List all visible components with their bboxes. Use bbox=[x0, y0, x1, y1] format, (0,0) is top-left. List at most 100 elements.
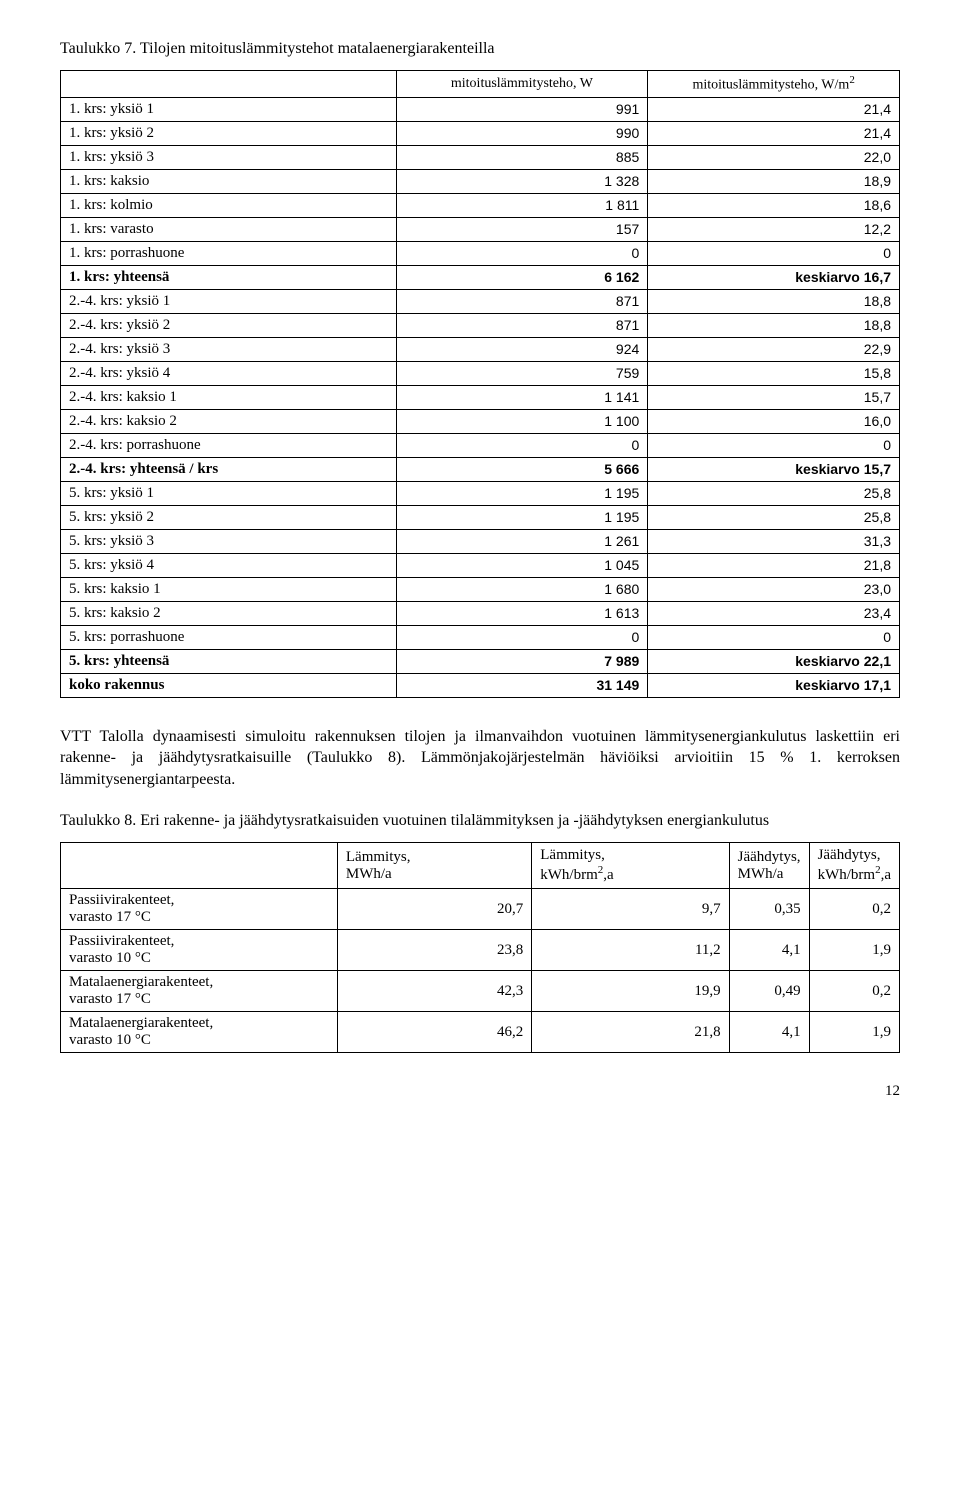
table7-header-col1: mitoituslämmitysteho, W bbox=[396, 71, 648, 98]
row-value-2: 25,8 bbox=[648, 481, 900, 505]
row-label: 5. krs: yksiö 1 bbox=[61, 481, 397, 505]
table8-header-c4: Jäähdytys,kWh/brm2,a bbox=[809, 843, 899, 889]
table-row: 5. krs: kaksio 21 61323,4 bbox=[61, 601, 900, 625]
row-label: 1. krs: kaksio bbox=[61, 169, 397, 193]
row-value-2: 25,8 bbox=[648, 505, 900, 529]
table-row: 5. krs: yksiö 41 04521,8 bbox=[61, 553, 900, 577]
table-row: 1. krs: yksiö 388522,0 bbox=[61, 145, 900, 169]
table-row: Passiivirakenteet,varasto 10 °C23,811,24… bbox=[61, 930, 900, 971]
table8-header-c1: Lämmitys,MWh/a bbox=[337, 843, 531, 889]
row-value-2: 18,9 bbox=[648, 169, 900, 193]
table-row: 1. krs: yksiö 199121,4 bbox=[61, 97, 900, 121]
row-value-4: 1,9 bbox=[809, 1012, 899, 1053]
table-row: 2.-4. krs: yksiö 392422,9 bbox=[61, 337, 900, 361]
row-label: 5. krs: yhteensä bbox=[61, 649, 397, 673]
row-label: Passiivirakenteet,varasto 10 °C bbox=[61, 930, 338, 971]
table-row: 2.-4. krs: kaksio 21 10016,0 bbox=[61, 409, 900, 433]
table-row: 5. krs: kaksio 11 68023,0 bbox=[61, 577, 900, 601]
row-label: 2.-4. krs: kaksio 1 bbox=[61, 385, 397, 409]
table-row: 1. krs: yhteensä6 162keskiarvo 16,7 bbox=[61, 265, 900, 289]
row-value-2: 21,4 bbox=[648, 97, 900, 121]
row-value-2: 0 bbox=[648, 625, 900, 649]
table-row: 5. krs: porrashuone00 bbox=[61, 625, 900, 649]
row-label: Matalaenergiarakenteet,varasto 17 °C bbox=[61, 971, 338, 1012]
row-value-1: 871 bbox=[396, 313, 648, 337]
row-value-1: 0 bbox=[396, 625, 648, 649]
row-label: 5. krs: kaksio 2 bbox=[61, 601, 397, 625]
row-value-1: 5 666 bbox=[396, 457, 648, 481]
row-value-2: 31,3 bbox=[648, 529, 900, 553]
row-label: Passiivirakenteet,varasto 17 °C bbox=[61, 889, 338, 930]
row-value-1: 6 162 bbox=[396, 265, 648, 289]
row-value-1: 1 328 bbox=[396, 169, 648, 193]
table-row: 2.-4. krs: yksiö 475915,8 bbox=[61, 361, 900, 385]
row-value-2: 15,7 bbox=[648, 385, 900, 409]
row-value-1: 1 045 bbox=[396, 553, 648, 577]
row-label: 1. krs: varasto bbox=[61, 217, 397, 241]
row-value-1: 7 989 bbox=[396, 649, 648, 673]
row-label: 5. krs: yksiö 3 bbox=[61, 529, 397, 553]
table-row: 2.-4. krs: yksiö 287118,8 bbox=[61, 313, 900, 337]
row-value-2: 22,9 bbox=[648, 337, 900, 361]
table7-caption: Taulukko 7. Tilojen mitoituslämmitysteho… bbox=[60, 40, 900, 58]
row-label: koko rakennus bbox=[61, 673, 397, 697]
row-label: 5. krs: yksiö 4 bbox=[61, 553, 397, 577]
row-value-2: 18,6 bbox=[648, 193, 900, 217]
row-label: 2.-4. krs: kaksio 2 bbox=[61, 409, 397, 433]
row-value-1: 990 bbox=[396, 121, 648, 145]
row-label: 2.-4. krs: porrashuone bbox=[61, 433, 397, 457]
row-value-2: 18,8 bbox=[648, 313, 900, 337]
row-value-1: 31 149 bbox=[396, 673, 648, 697]
row-value-2: 12,2 bbox=[648, 217, 900, 241]
table-row: 2.-4. krs: kaksio 11 14115,7 bbox=[61, 385, 900, 409]
row-value-2: 15,8 bbox=[648, 361, 900, 385]
row-value-2: 11,2 bbox=[532, 930, 729, 971]
page-number: 12 bbox=[60, 1083, 900, 1100]
table8-caption: Taulukko 8. Eri rakenne- ja jäähdytysrat… bbox=[60, 812, 900, 830]
table-row: Matalaenergiarakenteet,varasto 10 °C46,2… bbox=[61, 1012, 900, 1053]
row-value-3: 0,49 bbox=[729, 971, 809, 1012]
row-label: 1. krs: yksiö 1 bbox=[61, 97, 397, 121]
row-value-4: 1,9 bbox=[809, 930, 899, 971]
row-value-2: 0 bbox=[648, 241, 900, 265]
row-label: 2.-4. krs: yksiö 3 bbox=[61, 337, 397, 361]
row-label: 1. krs: kolmio bbox=[61, 193, 397, 217]
row-label: 5. krs: porrashuone bbox=[61, 625, 397, 649]
table-row: 2.-4. krs: porrashuone00 bbox=[61, 433, 900, 457]
table7-header-blank bbox=[61, 71, 397, 98]
table7: mitoituslämmitysteho, W mitoituslämmitys… bbox=[60, 70, 900, 698]
row-label: Matalaenergiarakenteet,varasto 10 °C bbox=[61, 1012, 338, 1053]
table-row: 5. krs: yksiö 11 19525,8 bbox=[61, 481, 900, 505]
table8-header-c3: Jäähdytys,MWh/a bbox=[729, 843, 809, 889]
row-value-1: 157 bbox=[396, 217, 648, 241]
row-value-1: 991 bbox=[396, 97, 648, 121]
row-label: 5. krs: kaksio 1 bbox=[61, 577, 397, 601]
table-row: 5. krs: yksiö 21 19525,8 bbox=[61, 505, 900, 529]
row-value-2: 0 bbox=[648, 433, 900, 457]
paragraph-1: VTT Talolla dynaamisesti simuloitu raken… bbox=[60, 726, 900, 791]
row-value-2: 18,8 bbox=[648, 289, 900, 313]
row-value-1: 1 100 bbox=[396, 409, 648, 433]
row-value-3: 0,35 bbox=[729, 889, 809, 930]
row-value-1: 46,2 bbox=[337, 1012, 531, 1053]
row-value-1: 1 195 bbox=[396, 481, 648, 505]
row-value-1: 20,7 bbox=[337, 889, 531, 930]
row-label: 2.-4. krs: yksiö 2 bbox=[61, 313, 397, 337]
row-label: 1. krs: yksiö 2 bbox=[61, 121, 397, 145]
row-value-2: 19,9 bbox=[532, 971, 729, 1012]
row-label: 2.-4. krs: yhteensä / krs bbox=[61, 457, 397, 481]
row-value-2: 21,8 bbox=[648, 553, 900, 577]
row-value-1: 42,3 bbox=[337, 971, 531, 1012]
row-value-2: 21,4 bbox=[648, 121, 900, 145]
row-value-1: 885 bbox=[396, 145, 648, 169]
table-row: 1. krs: kolmio1 81118,6 bbox=[61, 193, 900, 217]
row-value-1: 0 bbox=[396, 241, 648, 265]
row-value-1: 1 811 bbox=[396, 193, 648, 217]
row-value-1: 1 141 bbox=[396, 385, 648, 409]
row-value-1: 0 bbox=[396, 433, 648, 457]
table-row: 2.-4. krs: yhteensä / krs5 666keskiarvo … bbox=[61, 457, 900, 481]
row-value-1: 1 613 bbox=[396, 601, 648, 625]
table-row: 5. krs: yksiö 31 26131,3 bbox=[61, 529, 900, 553]
table8-header-blank bbox=[61, 843, 338, 889]
row-value-4: 0,2 bbox=[809, 971, 899, 1012]
